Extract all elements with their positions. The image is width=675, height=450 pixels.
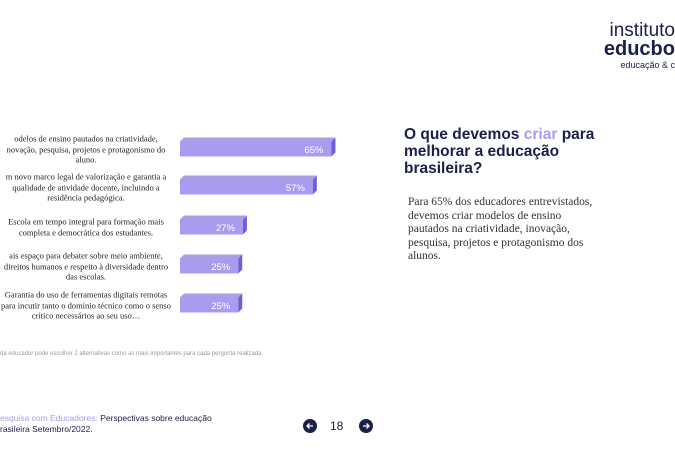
category-label: m novo marco legal de valorização e gara… xyxy=(5,171,167,203)
footer-highlight: esquisa com Educadores: xyxy=(0,413,98,423)
bar-top xyxy=(180,215,247,220)
category-label: Garantia do uso de ferramentas digitais … xyxy=(1,289,171,321)
value-label: 25% xyxy=(211,262,231,273)
bar-side xyxy=(238,254,243,274)
bar-side xyxy=(238,293,243,313)
logo: educbo xyxy=(603,38,675,60)
bar-top xyxy=(180,293,243,298)
category-label: ais espaço para debater sobre meio ambie… xyxy=(3,250,169,282)
footer-text: Perspectivas sobre educação rasileira Se… xyxy=(0,413,212,434)
title: O que devemos criar para melhorar a educ… xyxy=(404,126,604,177)
page-number: 18 xyxy=(330,419,344,433)
bar-side xyxy=(312,175,317,195)
bar-top xyxy=(180,137,336,142)
bar-side xyxy=(331,137,336,157)
value-label: 57% xyxy=(286,183,306,194)
bar-top xyxy=(180,175,317,180)
title-text: para melhorar a educação brasileira? xyxy=(404,126,595,177)
logo: educação & c xyxy=(620,60,675,70)
prev-arrow xyxy=(306,423,313,429)
bar xyxy=(180,297,239,313)
bar xyxy=(180,179,313,195)
value-label: 65% xyxy=(304,145,324,156)
bar xyxy=(180,258,239,274)
bar-side xyxy=(242,215,247,235)
title-text: O que devemos xyxy=(404,126,520,143)
body-text: Para 65% dos educadores entrevistados, d… xyxy=(408,196,593,262)
bar-top xyxy=(180,254,243,259)
footnote: da educador pode escolher 2 alternativas… xyxy=(0,351,264,357)
title-highlight: criar xyxy=(523,126,558,143)
value-label: 27% xyxy=(216,223,236,234)
category-label: Escola em tempo integral para formação m… xyxy=(8,216,164,238)
logo: instituto xyxy=(609,20,675,41)
next-arrow xyxy=(363,423,370,429)
value-label: 25% xyxy=(211,301,231,312)
bar xyxy=(180,219,243,235)
category-label: odelos de ensino pautados na criatividad… xyxy=(6,133,166,165)
bar xyxy=(180,141,332,157)
footer: esquisa com Educadores: Perspectivas sob… xyxy=(0,413,230,435)
